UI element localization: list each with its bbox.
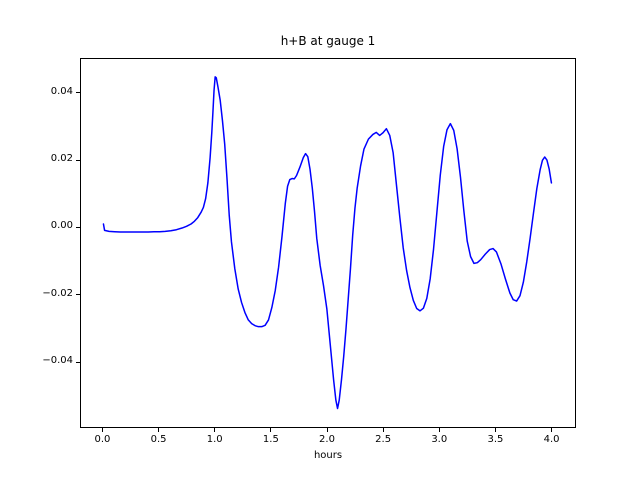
x-tick-label: 1.5 bbox=[262, 434, 279, 445]
y-tick-mark bbox=[76, 361, 80, 363]
y-tick-mark bbox=[76, 92, 80, 94]
x-tick-label: 3.5 bbox=[487, 434, 504, 445]
x-tick-mark bbox=[438, 428, 440, 432]
x-axis-label: hours bbox=[313, 450, 343, 461]
x-tick-label: 1.0 bbox=[206, 434, 223, 445]
y-tick-mark bbox=[76, 159, 80, 161]
y-tick-label: −0.02 bbox=[42, 287, 73, 299]
x-tick-label: 0.0 bbox=[94, 434, 111, 445]
x-tick-label: 4.0 bbox=[543, 434, 560, 445]
y-tick-label: −0.04 bbox=[42, 355, 73, 367]
x-tick-label: 0.5 bbox=[150, 434, 167, 445]
x-tick-mark bbox=[382, 428, 384, 432]
x-tick-mark bbox=[270, 428, 272, 432]
plot-area bbox=[80, 58, 576, 428]
y-tick-mark bbox=[76, 294, 80, 296]
x-tick-mark bbox=[326, 428, 328, 432]
x-tick-label: 2.0 bbox=[319, 434, 335, 445]
x-tick-mark bbox=[214, 428, 216, 432]
x-tick-label: 2.5 bbox=[375, 434, 392, 445]
x-tick-mark bbox=[101, 428, 103, 432]
y-tick-label: 0.04 bbox=[50, 85, 73, 97]
y-tick-mark bbox=[76, 226, 80, 228]
x-tick-mark bbox=[494, 428, 496, 432]
x-tick-label: 3.0 bbox=[431, 434, 448, 445]
chart-title: h+B at gauge 1 bbox=[280, 34, 376, 48]
y-tick-label: 0.00 bbox=[50, 220, 73, 232]
y-tick-label: 0.02 bbox=[50, 153, 73, 165]
x-tick-mark bbox=[551, 428, 553, 432]
line-plot bbox=[102, 76, 553, 410]
data-line bbox=[102, 76, 553, 410]
x-tick-mark bbox=[158, 428, 160, 432]
